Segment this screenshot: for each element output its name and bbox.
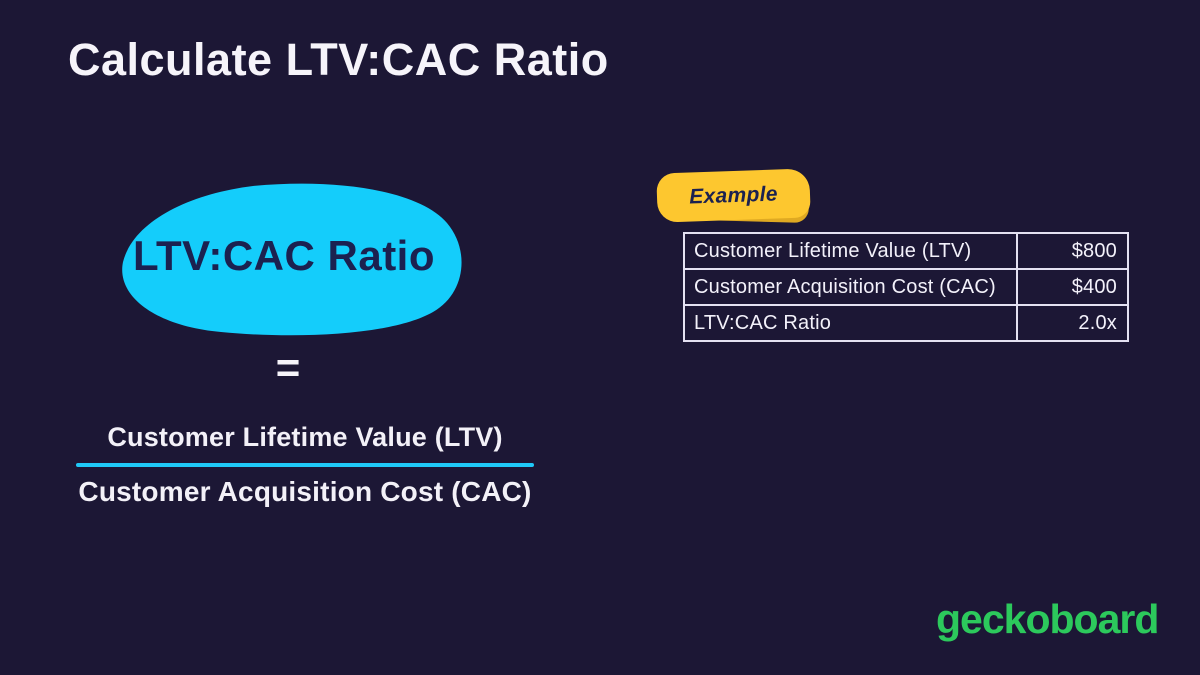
fraction-denominator: Customer Acquisition Cost (CAC) xyxy=(78,476,532,507)
table-row: Customer Lifetime Value (LTV) $800 xyxy=(683,232,1129,270)
table-cell-label: LTV:CAC Ratio xyxy=(683,304,1018,342)
example-badge: Example xyxy=(656,168,811,224)
cyan-blob-shape xyxy=(122,183,462,336)
formula-name-label: LTV:CAC Ratio xyxy=(132,232,436,279)
geckoboard-logo: geckoboard xyxy=(936,596,1159,642)
fraction-divider-line xyxy=(76,463,534,467)
table-cell-value: $800 xyxy=(1016,232,1129,270)
table-cell-label: Customer Acquisition Cost (CAC) xyxy=(683,268,1018,306)
table-cell-value: 2.0x xyxy=(1016,304,1129,342)
formula-name-blob: LTV:CAC Ratio xyxy=(103,177,465,339)
fraction-numerator: Customer Lifetime Value (LTV) xyxy=(107,422,503,452)
example-badge-face: Example xyxy=(656,168,811,223)
equals-sign: = xyxy=(275,344,301,391)
table-cell-label: Customer Lifetime Value (LTV) xyxy=(683,232,1018,270)
formula-fraction: Customer Lifetime Value (LTV) Customer A… xyxy=(76,422,534,508)
example-table: Customer Lifetime Value (LTV) $800 Custo… xyxy=(683,232,1129,342)
page-title: Calculate LTV:CAC Ratio xyxy=(68,34,609,85)
table-row: LTV:CAC Ratio 2.0x xyxy=(683,304,1129,342)
table-row: Customer Acquisition Cost (CAC) $400 xyxy=(683,268,1129,306)
table-cell-value: $400 xyxy=(1016,268,1129,306)
example-badge-label: Example xyxy=(688,181,779,209)
